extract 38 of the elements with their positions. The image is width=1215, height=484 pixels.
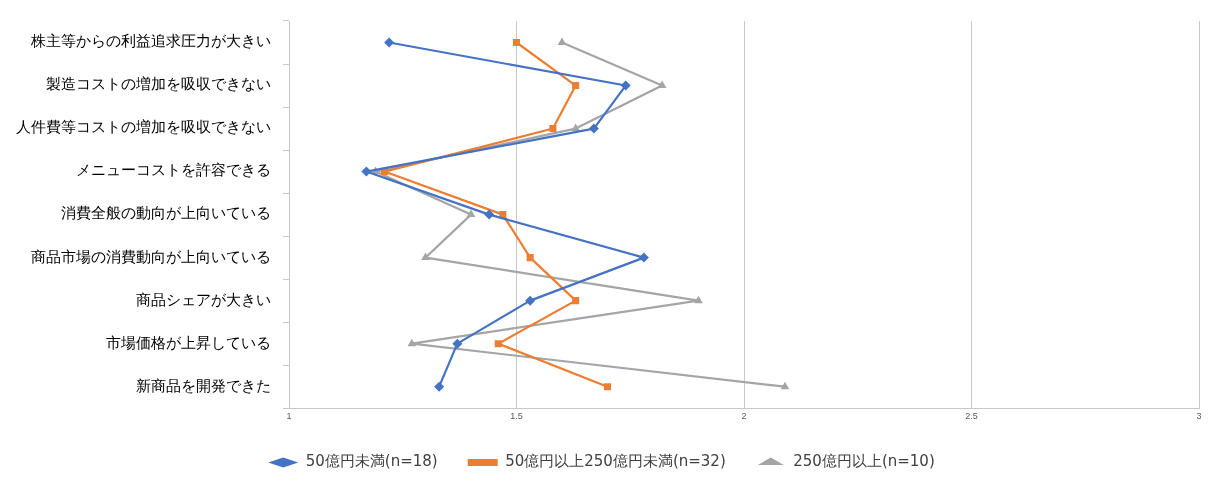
point bbox=[466, 209, 476, 218]
y-tick-label: 商品市場の消費動向が上向いている bbox=[31, 247, 271, 266]
x-tick-label: 1.5 bbox=[510, 411, 523, 422]
point bbox=[494, 340, 502, 348]
x-tick-label: 1 bbox=[286, 411, 292, 422]
point bbox=[694, 295, 703, 304]
point bbox=[572, 297, 580, 305]
point bbox=[434, 381, 445, 392]
y-tick-label: 消費全般の動向が上向いている bbox=[61, 204, 271, 223]
y-tick-label: 人件費等コストの増加を吸収できない bbox=[16, 118, 271, 137]
legend-label: 50億円以上250億円未満(n=32) bbox=[505, 452, 726, 471]
point bbox=[512, 38, 521, 47]
point bbox=[571, 123, 580, 132]
x-tick-label: 2 bbox=[741, 411, 747, 422]
point bbox=[452, 338, 463, 349]
point bbox=[638, 252, 649, 263]
y-tick-label: 製造コストの増加を吸収できない bbox=[46, 75, 271, 94]
point bbox=[421, 252, 430, 261]
point bbox=[549, 125, 557, 133]
y-tick-label: 株主等からの利益追求圧力が大きい bbox=[30, 32, 271, 51]
point bbox=[572, 82, 580, 90]
y-tick-label: 市場価格が上昇している bbox=[106, 333, 271, 352]
point bbox=[526, 254, 534, 262]
y-tick-label: 新商品を開発できた bbox=[136, 376, 271, 395]
point bbox=[603, 383, 612, 391]
point bbox=[384, 37, 395, 48]
point bbox=[407, 338, 417, 347]
point bbox=[620, 80, 631, 91]
point bbox=[588, 123, 599, 134]
legend-label: 250億円以上(n=10) bbox=[793, 452, 935, 471]
x-tick-label: 2.5 bbox=[965, 411, 978, 422]
legend-label: 50億円未満(n=18) bbox=[305, 452, 438, 471]
point bbox=[525, 295, 536, 306]
point bbox=[484, 209, 495, 220]
y-tick-label: 商品シェアが大きい bbox=[136, 290, 271, 309]
point bbox=[780, 381, 790, 390]
x-tick-label: 3 bbox=[1196, 411, 1202, 422]
y-tick-label: メニューコストを許容できる bbox=[76, 161, 271, 180]
